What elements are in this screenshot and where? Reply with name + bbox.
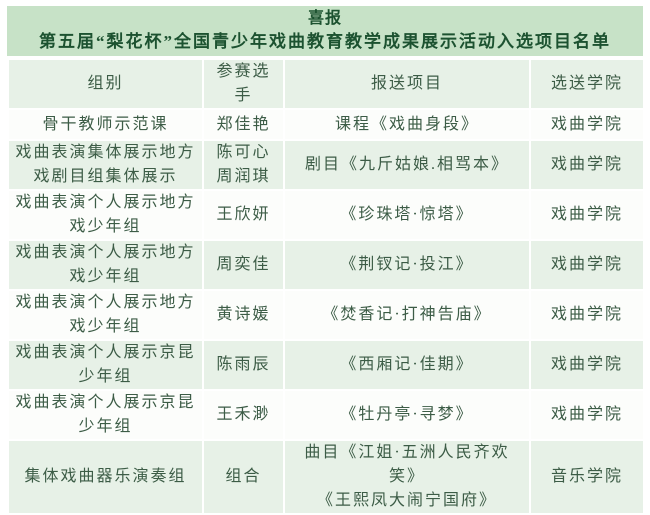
table-row: 集体戏曲器乐演奏组 组合 曲目《江姐·五洲人民齐欢笑》 《王熙凤大闹宁国府》 音… bbox=[7, 439, 645, 515]
cell-contestant: 组合 bbox=[202, 439, 285, 515]
cell-group: 集体戏曲器乐演奏组 bbox=[7, 439, 204, 515]
cell-project: 《焚香记·打神告庙》 bbox=[283, 289, 531, 341]
cell-project: 《西厢记·佳期》 bbox=[283, 339, 531, 391]
cell-group: 戏曲表演个人展示地方戏少年组 bbox=[7, 189, 204, 241]
column-header-project: 报送项目 bbox=[283, 58, 531, 110]
table-row: 戏曲表演个人展示京昆少年组 王禾渺 《牡丹亭·寻梦》 戏曲学院 bbox=[7, 389, 645, 441]
table-row: 戏曲表演个人展示地方戏少年组 周奕佳 《荆钗记·投江》 戏曲学院 bbox=[7, 239, 645, 291]
cell-project: 曲目《江姐·五洲人民齐欢笑》 《王熙凤大闹宁国府》 bbox=[283, 439, 531, 515]
results-table: 组别 参赛选手 报送项目 选送学院 骨干教师示范课 郑佳艳 课程《戏曲身段》 戏… bbox=[7, 58, 645, 515]
cell-group: 骨干教师示范课 bbox=[7, 108, 204, 141]
cell-project: 剧目《九斤姑娘.相骂本》 bbox=[283, 139, 531, 191]
title-band: 喜报 第五届“梨花杯”全国青少年戏曲教育教学成果展示活动入选项目名单 bbox=[7, 6, 643, 56]
table-row: 戏曲表演集体展示地方戏剧目组集体展示 陈可心 周润琪 剧目《九斤姑娘.相骂本》 … bbox=[7, 139, 645, 191]
cell-group: 戏曲表演个人展示京昆少年组 bbox=[7, 389, 204, 441]
cell-contestant: 周奕佳 bbox=[202, 239, 285, 291]
announcement-page: 喜报 第五届“梨花杯”全国青少年戏曲教育教学成果展示活动入选项目名单 组别 参赛… bbox=[7, 6, 645, 515]
column-header-contestant: 参赛选手 bbox=[202, 58, 285, 110]
cell-college: 戏曲学院 bbox=[529, 239, 645, 291]
cell-project: 课程《戏曲身段》 bbox=[283, 108, 531, 141]
cell-group: 戏曲表演个人展示地方戏少年组 bbox=[7, 239, 204, 291]
cell-contestant: 黄诗媛 bbox=[202, 289, 285, 341]
cell-group: 戏曲表演个人展示京昆少年组 bbox=[7, 339, 204, 391]
column-header-group: 组别 bbox=[7, 58, 204, 110]
cell-contestant: 陈雨辰 bbox=[202, 339, 285, 391]
cell-contestant: 郑佳艳 bbox=[202, 108, 285, 141]
cell-project: 《牡丹亭·寻梦》 bbox=[283, 389, 531, 441]
cell-group: 戏曲表演个人展示地方戏少年组 bbox=[7, 289, 204, 341]
cell-college: 戏曲学院 bbox=[529, 189, 645, 241]
cell-college: 戏曲学院 bbox=[529, 339, 645, 391]
cell-college: 戏曲学院 bbox=[529, 139, 645, 191]
table-row: 戏曲表演个人展示地方戏少年组 黄诗媛 《焚香记·打神告庙》 戏曲学院 bbox=[7, 289, 645, 341]
cell-contestant: 王禾渺 bbox=[202, 389, 285, 441]
cell-college: 戏曲学院 bbox=[529, 289, 645, 341]
cell-group: 戏曲表演集体展示地方戏剧目组集体展示 bbox=[7, 139, 204, 191]
cell-contestant: 陈可心 周润琪 bbox=[202, 139, 285, 191]
cell-project: 《珍珠塔·惊塔》 bbox=[283, 189, 531, 241]
cell-college: 戏曲学院 bbox=[529, 108, 645, 141]
cell-project: 《荆钗记·投江》 bbox=[283, 239, 531, 291]
event-subtitle: 第五届“梨花杯”全国青少年戏曲教育教学成果展示活动入选项目名单 bbox=[39, 32, 611, 51]
cell-contestant: 王欣妍 bbox=[202, 189, 285, 241]
table-row: 骨干教师示范课 郑佳艳 课程《戏曲身段》 戏曲学院 bbox=[7, 108, 645, 141]
header-row: 组别 参赛选手 报送项目 选送学院 bbox=[7, 58, 645, 110]
cell-college: 戏曲学院 bbox=[529, 389, 645, 441]
announcement-title: 喜报 bbox=[307, 10, 342, 27]
cell-college: 音乐学院 bbox=[529, 439, 645, 515]
table-row: 戏曲表演个人展示地方戏少年组 王欣妍 《珍珠塔·惊塔》 戏曲学院 bbox=[7, 189, 645, 241]
table-row: 戏曲表演个人展示京昆少年组 陈雨辰 《西厢记·佳期》 戏曲学院 bbox=[7, 339, 645, 391]
column-header-college: 选送学院 bbox=[529, 58, 645, 110]
